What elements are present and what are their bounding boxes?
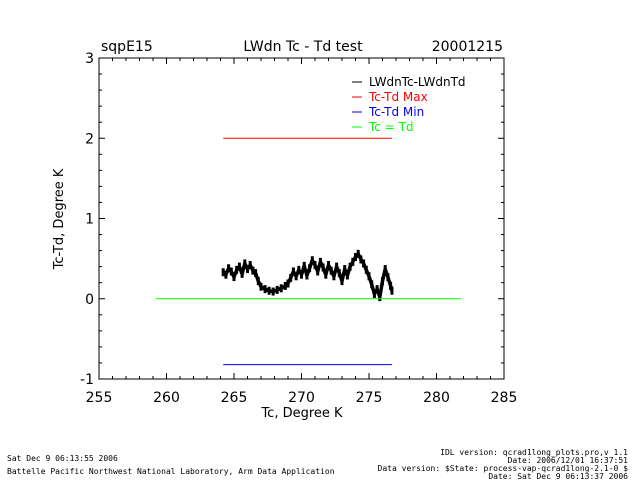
data-point — [375, 285, 379, 294]
data-point — [305, 271, 309, 280]
x-tick-label: 255 — [86, 390, 113, 406]
x-tick-label: 260 — [153, 390, 180, 406]
data-point — [335, 262, 339, 271]
y-tick-label: 3 — [85, 51, 94, 67]
data-point — [383, 265, 387, 274]
data-point — [291, 267, 295, 276]
data-point — [321, 263, 325, 272]
date-label: 20001215 — [432, 39, 503, 55]
legend-label-3: Tc = Td — [368, 120, 414, 134]
data-point — [340, 277, 344, 286]
data-point — [390, 286, 394, 295]
footer-data-date: Date: Sat Dec 9 06:13:37 2006 — [488, 472, 628, 481]
data-point — [235, 265, 239, 274]
data-point — [370, 280, 374, 289]
y-tick-label: 0 — [85, 292, 94, 308]
data-point — [354, 253, 357, 262]
data-point — [310, 256, 314, 265]
data-point — [364, 265, 368, 274]
data-point — [259, 282, 263, 291]
y-tick-label: 1 — [85, 212, 94, 228]
footer-idl-date: Date: 2006/12/01 16:37:51 — [507, 456, 628, 465]
data-point — [232, 273, 236, 282]
data-point — [283, 281, 287, 290]
x-tick-label: 280 — [423, 390, 450, 406]
y-axis-label: Tc-Td, Degree K — [52, 168, 67, 270]
chart-title: LWdn Tc - Td test — [243, 39, 363, 55]
data-point — [246, 265, 249, 274]
data-point — [256, 277, 260, 286]
tick-labels: 255 260 265 270 275 280 285 -1 0 1 2 3 — [80, 51, 517, 406]
data-point — [324, 270, 328, 279]
data-point — [240, 269, 244, 278]
data-point — [243, 259, 247, 268]
footer-institution: Battelle Pacific Northwest National Labo… — [7, 467, 335, 476]
data-point — [318, 257, 322, 266]
series-group — [155, 137, 461, 366]
data-point — [367, 272, 371, 281]
data-point — [327, 261, 330, 270]
data-point — [313, 261, 317, 270]
y-tick-label: 2 — [85, 131, 94, 147]
data-point — [267, 286, 271, 295]
data-point — [381, 277, 384, 286]
legend-label-2: Tc-Td Min — [368, 105, 424, 119]
data-point — [286, 279, 290, 288]
data-point — [356, 249, 360, 258]
x-tick-label: 265 — [221, 390, 248, 406]
data-point — [237, 262, 241, 271]
data-point — [227, 264, 231, 273]
data-point — [337, 269, 341, 278]
data-point — [251, 266, 255, 275]
data-point — [263, 285, 267, 294]
data-point — [345, 271, 349, 280]
legend-label-0: LWdnTc-LWdnTd — [369, 75, 466, 89]
data-point — [271, 287, 275, 296]
y-tick-label: -1 — [80, 372, 94, 388]
plot-frame — [98, 57, 505, 380]
x-axis-label: Tc, Degree K — [260, 406, 343, 421]
data-point — [221, 268, 225, 277]
footer-idl-version: IDL version: qcrad1long_plots.pro,v 1.1 — [440, 448, 628, 457]
data-point — [351, 257, 355, 266]
legend-label-1: Tc-Td Max — [368, 90, 428, 104]
data-point — [279, 284, 283, 293]
x-tick-label: 270 — [288, 390, 315, 406]
data-point — [389, 281, 393, 290]
axis-ticks — [98, 57, 505, 380]
data-point — [372, 289, 376, 298]
data-point — [332, 272, 336, 281]
data-point — [297, 265, 301, 274]
data-point — [378, 293, 382, 302]
data-point — [359, 255, 363, 264]
data-point — [248, 261, 252, 270]
data-point — [386, 273, 390, 282]
site-label: sqpE15 — [101, 39, 153, 55]
data-point — [275, 285, 279, 294]
data-point — [348, 262, 352, 271]
data-point — [294, 272, 298, 281]
x-tick-label: 285 — [491, 390, 518, 406]
data-point — [362, 259, 366, 268]
data-point — [254, 269, 258, 278]
data-point — [289, 273, 293, 282]
data-point — [308, 264, 312, 273]
footer-data-version: Data version: $State: process-vap-qcrad1… — [377, 464, 628, 473]
data-point — [302, 261, 306, 270]
data-point — [224, 270, 228, 279]
data-point — [300, 270, 303, 279]
data-point — [329, 266, 333, 275]
footer-run-date: Sat Dec 9 06:13:55 2006 — [7, 454, 118, 463]
data-point — [316, 267, 320, 276]
data-point — [229, 267, 233, 276]
x-tick-label: 275 — [356, 390, 383, 406]
data-point — [343, 265, 347, 274]
